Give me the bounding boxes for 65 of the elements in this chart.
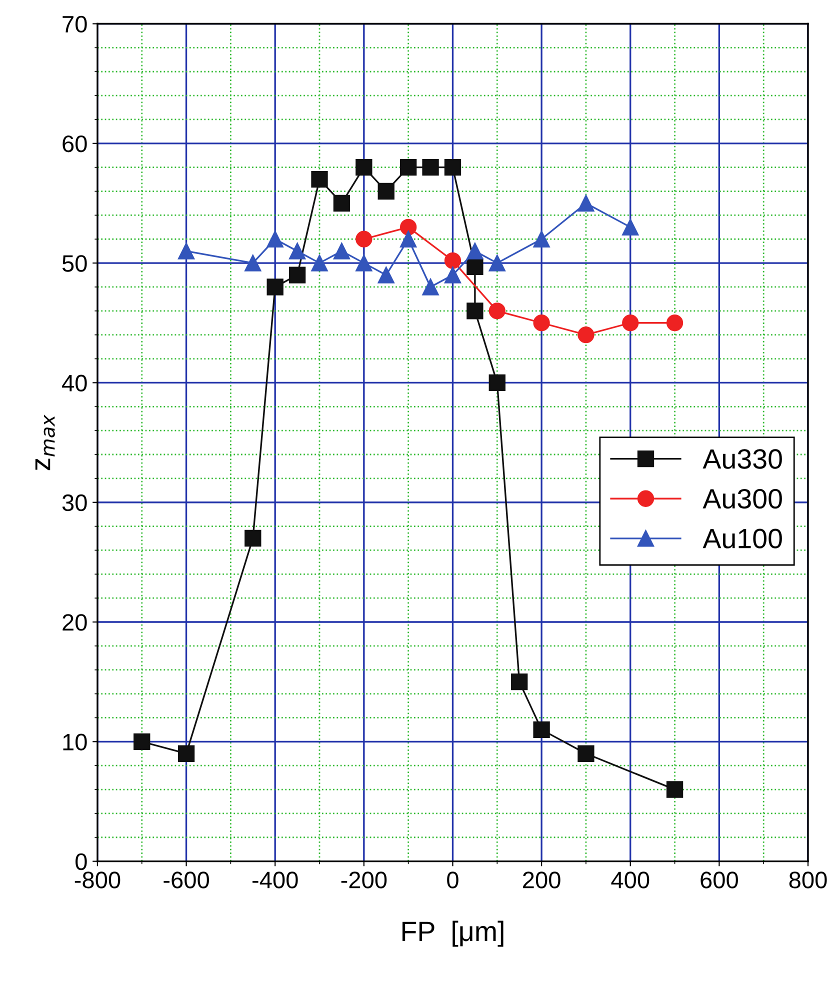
point [356, 159, 372, 176]
x-tick-label: -600 [164, 872, 209, 888]
point [533, 314, 550, 332]
point [422, 278, 439, 296]
point [488, 302, 506, 320]
point [356, 254, 372, 272]
point [533, 721, 550, 738]
point [244, 530, 262, 547]
point [378, 266, 394, 284]
point [333, 194, 350, 212]
y-tick-label: 0 [76, 853, 87, 870]
point [400, 230, 417, 248]
point [311, 170, 328, 188]
point [444, 266, 462, 284]
x-tick-label: -200 [341, 872, 387, 888]
point [178, 242, 195, 260]
point [266, 230, 284, 248]
point [444, 159, 462, 176]
x-axis-title: FP [μm] [402, 920, 504, 947]
point [578, 194, 594, 212]
y-axis-title: z$_{max}$ [35, 414, 55, 470]
point [666, 781, 684, 798]
point [178, 745, 195, 762]
point [488, 254, 506, 272]
point [466, 302, 484, 320]
point [422, 159, 439, 176]
point [134, 733, 150, 750]
point [444, 252, 462, 269]
y-tick-label: 70 [62, 16, 87, 33]
x-tick-label: -800 [74, 872, 120, 888]
point [666, 314, 684, 332]
x-tick-label: 400 [611, 872, 650, 888]
point [333, 242, 350, 260]
point [622, 314, 639, 332]
x-tick-label: 800 [789, 872, 827, 888]
point [378, 182, 394, 200]
point [466, 242, 484, 260]
legend-label: Au100 [702, 528, 782, 548]
y-tick-label: 30 [62, 494, 87, 512]
point [356, 230, 372, 248]
x-tick-label: 0 [447, 872, 458, 888]
x-tick-label: -400 [252, 872, 298, 888]
x-tick-label: 600 [700, 872, 738, 888]
y-tick-label: 10 [63, 734, 87, 750]
point [622, 218, 639, 236]
point [578, 745, 594, 762]
legend-label: Au330 [702, 449, 782, 469]
point [311, 254, 328, 272]
point [266, 278, 284, 296]
point [578, 326, 594, 344]
y-tick-label: 20 [62, 614, 87, 631]
point [466, 258, 484, 275]
y-tick-label: 50 [62, 255, 87, 272]
point [244, 254, 262, 272]
y-tick-label: 60 [62, 135, 87, 152]
x-tick-label: 200 [523, 872, 560, 888]
point [400, 218, 417, 236]
y-tick-label: 40 [62, 374, 87, 392]
point [533, 230, 550, 248]
point [488, 374, 506, 392]
legend-label: Au300 [702, 488, 782, 509]
point [288, 266, 306, 284]
point [511, 673, 528, 690]
point [400, 159, 417, 176]
point [288, 242, 306, 260]
